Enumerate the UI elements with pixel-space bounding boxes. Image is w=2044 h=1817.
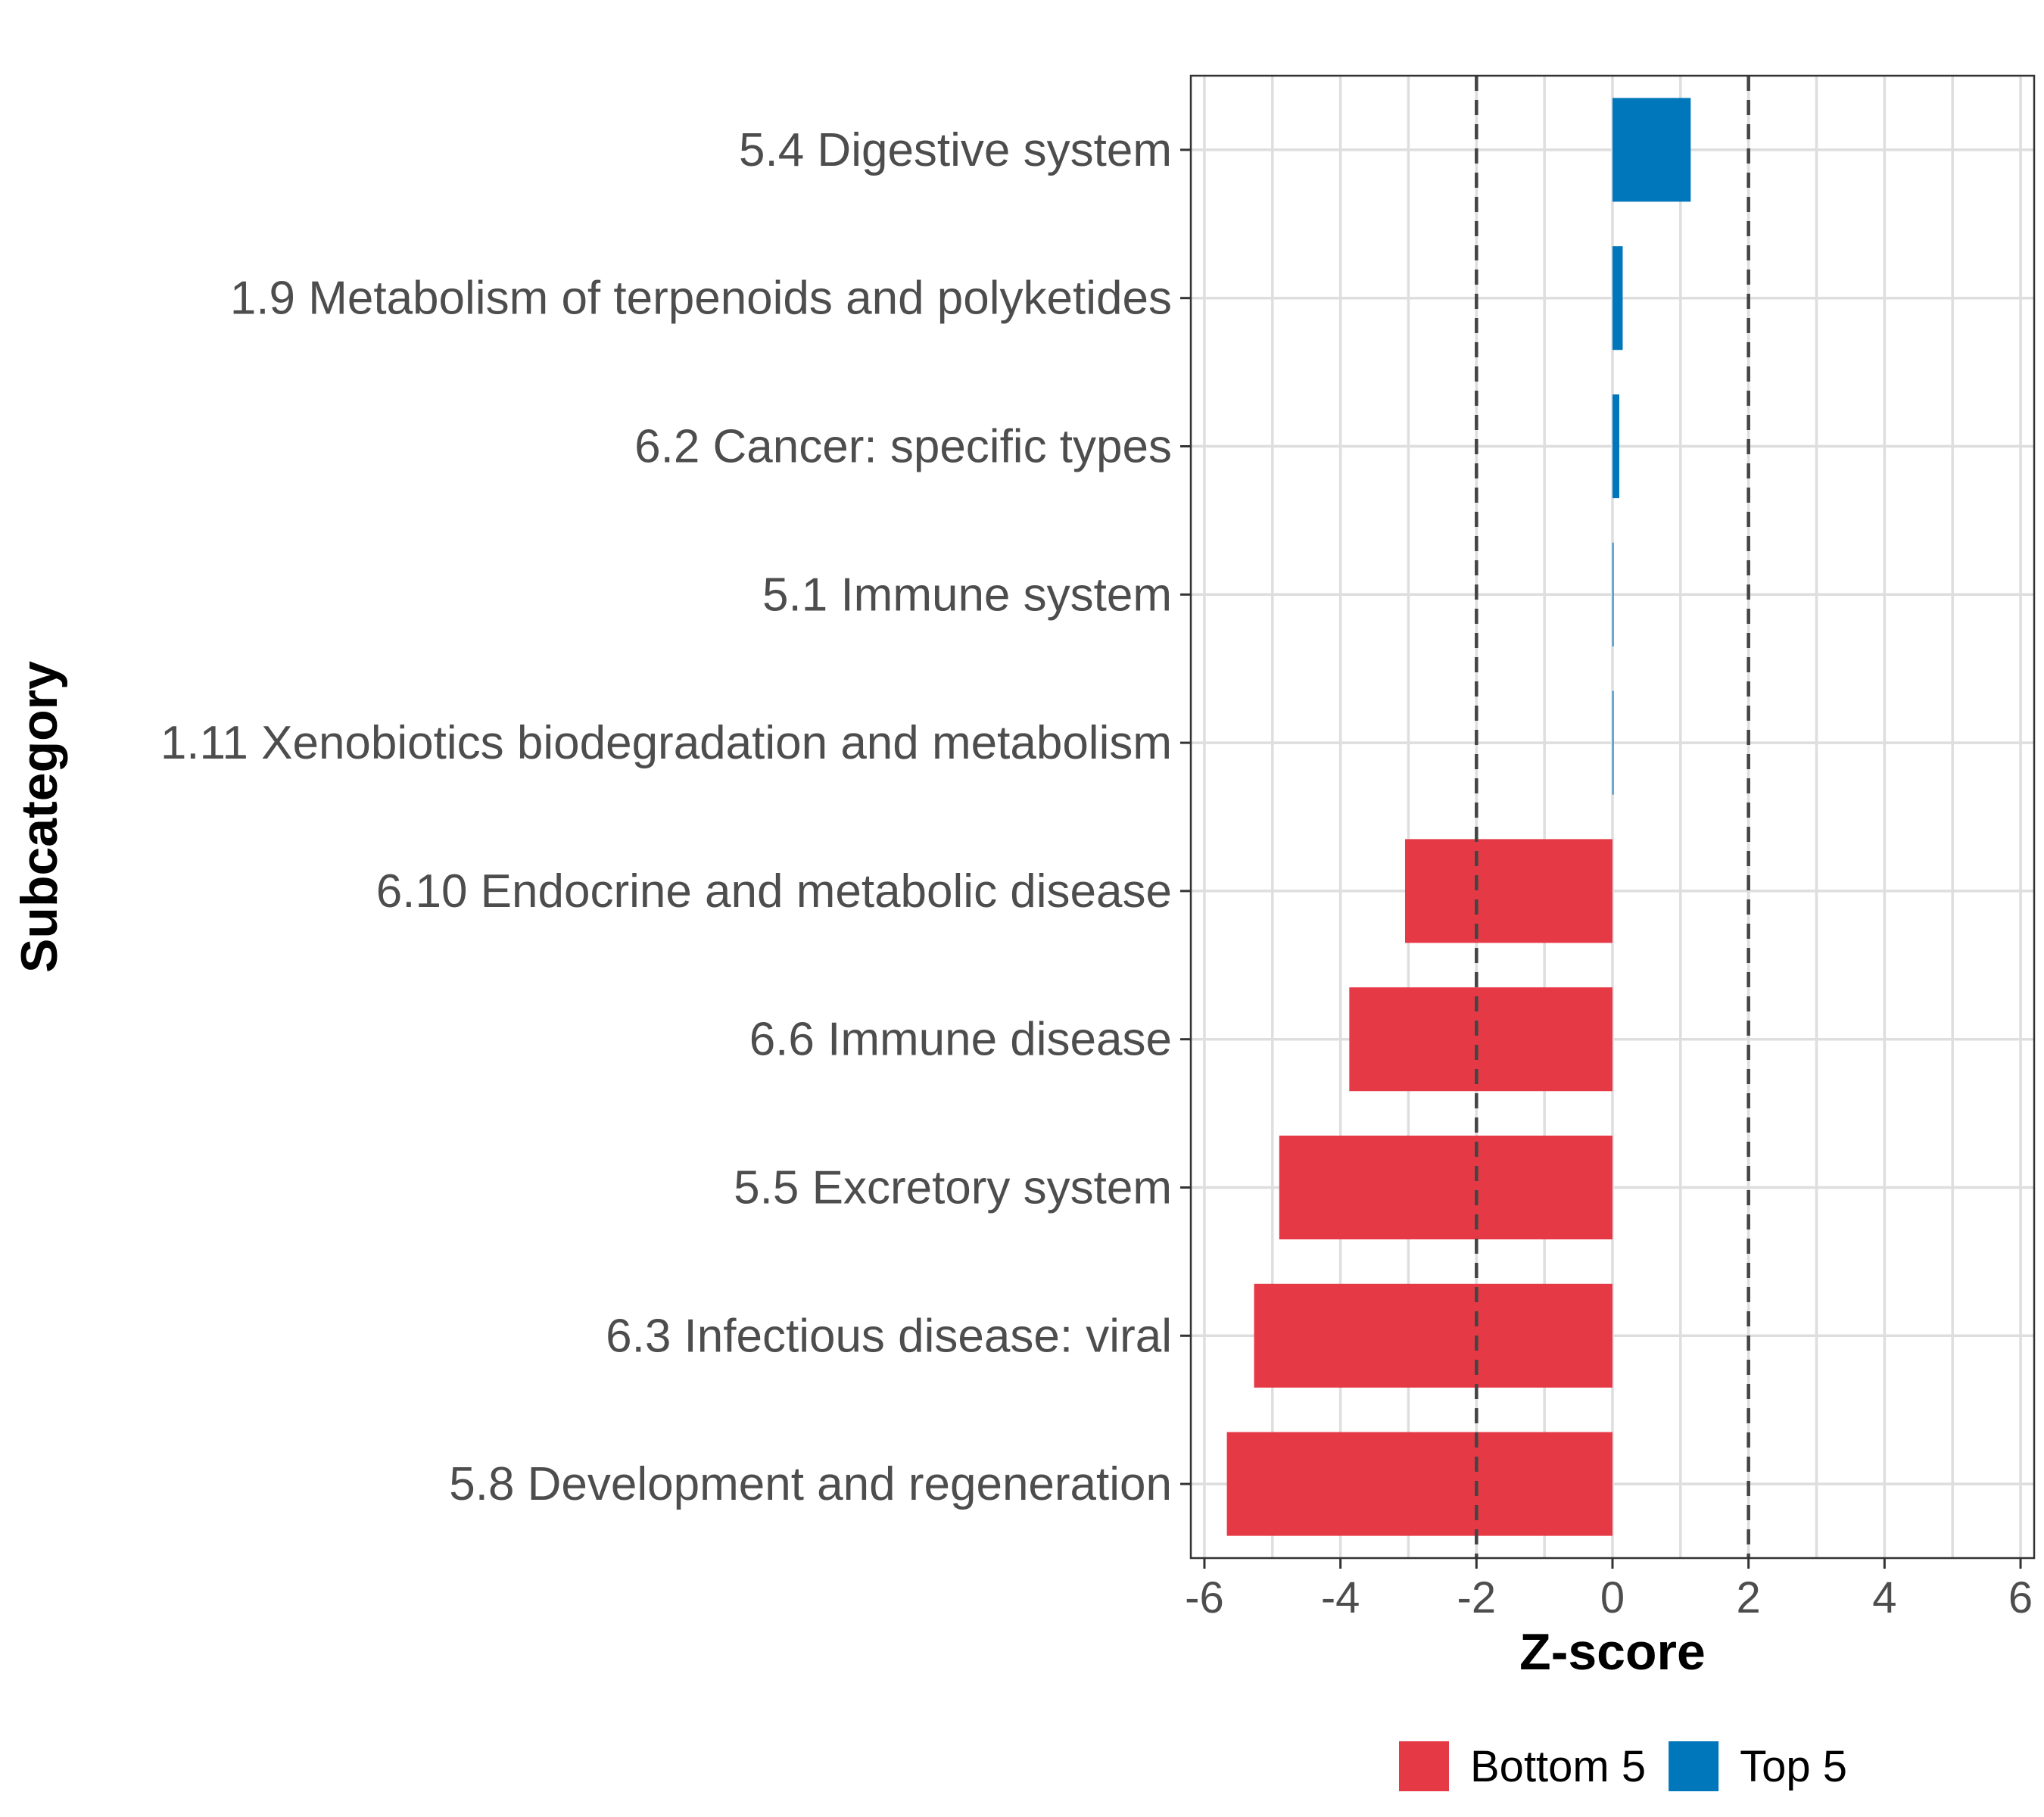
bar bbox=[1612, 542, 1614, 647]
y-axis-title: Subcategory bbox=[11, 661, 68, 973]
bars-layer bbox=[1226, 98, 1691, 1536]
x-tick-label: 0 bbox=[1600, 1573, 1625, 1622]
x-tick-label: 2 bbox=[1737, 1573, 1761, 1622]
y-tick-label: 6.6 Immune disease bbox=[749, 1014, 1172, 1066]
bar bbox=[1612, 690, 1614, 795]
x-axis-title: Z-score bbox=[1519, 1623, 1706, 1681]
y-axis: 5.4 Digestive system 1.9 Metabolism of te… bbox=[160, 124, 1191, 1510]
bar bbox=[1349, 987, 1612, 1092]
legend-label: Bottom 5 bbox=[1470, 1742, 1646, 1791]
y-tick-label: 5.8 Development and regeneration bbox=[449, 1458, 1172, 1510]
y-tick-label: 1.11 Xenobiotics biodegradation and meta… bbox=[160, 717, 1172, 769]
bar bbox=[1226, 1432, 1612, 1536]
bar bbox=[1404, 839, 1612, 943]
legend-key bbox=[1669, 1741, 1719, 1791]
bar bbox=[1612, 394, 1619, 499]
bar bbox=[1612, 98, 1691, 202]
y-tick-label: 5.1 Immune system bbox=[762, 569, 1172, 621]
y-tick-label: 6.3 Infectious disease: viral bbox=[606, 1310, 1172, 1362]
reference-lines bbox=[1475, 76, 1750, 1558]
x-axis: -6 -4 -2 0 2 4 6 bbox=[1185, 1558, 2033, 1622]
bar bbox=[1254, 1283, 1612, 1388]
bar bbox=[1279, 1135, 1612, 1240]
x-tick-label: 6 bbox=[2008, 1573, 2033, 1622]
y-tick-label: 6.10 Endocrine and metabolic disease bbox=[376, 865, 1172, 918]
legend: Bottom 5 Top 5 bbox=[1399, 1741, 1847, 1791]
legend-key bbox=[1399, 1741, 1449, 1791]
x-tick-label: -4 bbox=[1321, 1573, 1360, 1622]
x-tick-label: 4 bbox=[1872, 1573, 1896, 1622]
y-tick-label: 5.5 Excretory system bbox=[734, 1162, 1172, 1214]
legend-label: Top 5 bbox=[1740, 1742, 1847, 1791]
x-tick-label: -6 bbox=[1185, 1573, 1224, 1622]
y-tick-label: 6.2 Cancer: specific types bbox=[634, 421, 1172, 473]
y-tick-label: 5.4 Digestive system bbox=[739, 124, 1172, 176]
x-tick-label: -2 bbox=[1457, 1573, 1497, 1622]
bar bbox=[1612, 246, 1623, 351]
y-tick-label: 1.9 Metabolism of terpenoids and polyket… bbox=[230, 273, 1172, 325]
